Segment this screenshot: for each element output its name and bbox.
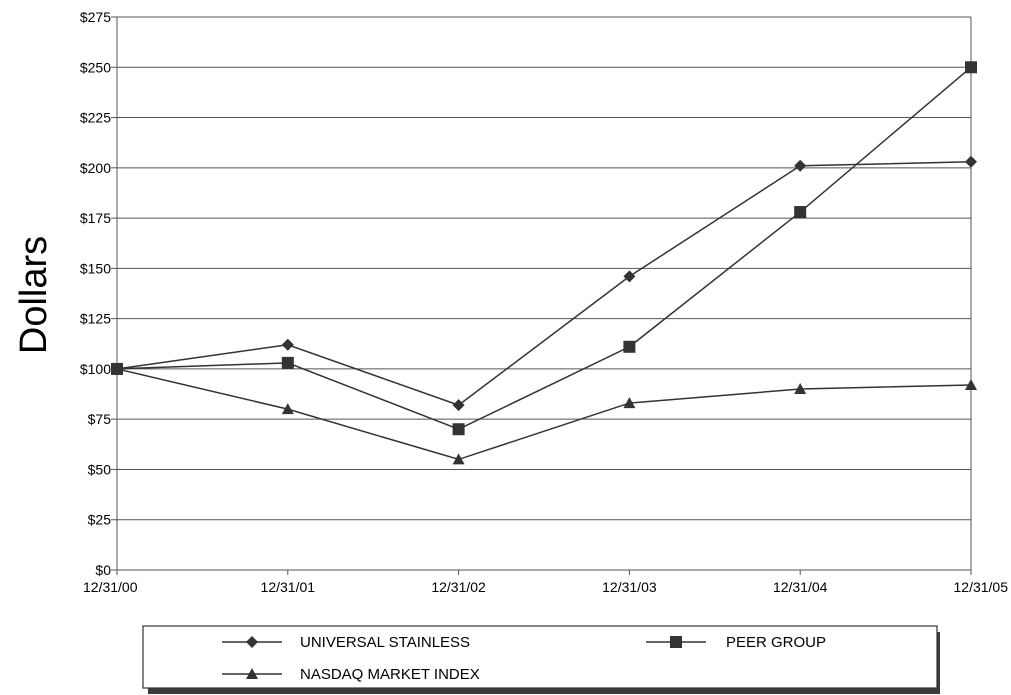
- data-point-triangle: [623, 397, 636, 409]
- data-point-diamond: [281, 338, 294, 351]
- series-diamond: [111, 155, 977, 412]
- x-tick-label: 12/31/01: [261, 579, 316, 595]
- y-tick-labels: $0 $25 $50 $75 $100 $125 $150 $175 $200 $225 $250 $…: [80, 9, 111, 578]
- y-tick-label: $250: [80, 59, 111, 75]
- data-point-triangle: [111, 362, 123, 374]
- data-point-diamond: [623, 270, 636, 283]
- y-axis-label: Dollars: [13, 236, 55, 354]
- legend-box: [142, 625, 938, 689]
- data-point-triangle: [794, 383, 807, 395]
- data-point-triangle: [452, 453, 465, 465]
- data-point-square: [281, 356, 294, 369]
- series-line: [116, 66, 972, 431]
- y-tick-label: $150: [80, 260, 111, 276]
- y-tick-label: $175: [80, 210, 111, 226]
- data-point-triangle: [281, 403, 294, 415]
- data-point-square: [794, 206, 807, 219]
- y-tick-label: $125: [80, 311, 111, 327]
- y-tick-label: $200: [80, 160, 111, 176]
- legend: UNIVERSAL STAINLESS PEER GROUP NASDAQ MARK…: [142, 625, 940, 694]
- data-point-diamond: [452, 399, 465, 412]
- y-tick-label: $0: [95, 562, 111, 578]
- x-tick-label: 12/31/04: [773, 579, 828, 595]
- series-line: [116, 161, 972, 406]
- data-point-triangle: [965, 378, 977, 390]
- legend-marker-triangle: [246, 668, 258, 679]
- x-tick-label: 12/31/02: [431, 579, 486, 595]
- y-tick-label: $25: [88, 512, 112, 528]
- grid-lines: [111, 16, 972, 571]
- legend-marker-square: [670, 636, 682, 648]
- y-tick-label: $50: [88, 461, 112, 477]
- series-triangle: [111, 362, 977, 465]
- x-tick-label: 12/31/03: [602, 579, 657, 595]
- data-point-square: [965, 61, 977, 74]
- y-tick-label: $75: [88, 411, 112, 427]
- series-line: [116, 368, 972, 461]
- legend-item: NASDAQ MARKET INDEX: [222, 666, 480, 683]
- series-square: [111, 61, 977, 436]
- x-tick-label: 12/31/05: [954, 579, 1009, 595]
- series-group: [111, 61, 977, 465]
- legend-item: UNIVERSAL STAINLESS: [222, 634, 470, 651]
- x-tick-label: 12/31/00: [83, 579, 138, 595]
- legend-label: PEER GROUP: [726, 634, 826, 651]
- data-point-square: [623, 340, 636, 353]
- data-point-diamond: [965, 155, 977, 168]
- y-tick-label: $100: [80, 361, 111, 377]
- y-tick-label: $225: [80, 110, 111, 126]
- legend-label: NASDAQ MARKET INDEX: [300, 666, 480, 683]
- legend-label: UNIVERSAL STAINLESS: [300, 634, 470, 651]
- legend-marker-diamond: [246, 636, 258, 648]
- y-tick-label: $275: [80, 9, 111, 25]
- x-tick-labels: 12/31/00 12/31/01 12/31/02 12/31/03 12/31/04…: [83, 570, 1008, 595]
- legend-item: PEER GROUP: [646, 634, 826, 651]
- data-point-square: [452, 423, 465, 436]
- data-point-diamond: [794, 159, 807, 172]
